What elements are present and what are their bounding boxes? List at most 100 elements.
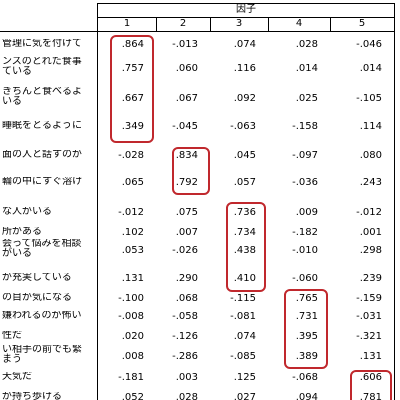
loading-cell: .094 xyxy=(295,392,318,400)
loading-cell: .114 xyxy=(359,121,382,132)
loading-cell: .765 xyxy=(295,293,318,304)
highlight-factor-1 xyxy=(110,35,154,143)
loading-cell: -.159 xyxy=(356,293,382,304)
loading-cell: -.058 xyxy=(172,311,198,322)
row-label-text: 嫌われるのが怖い xyxy=(2,311,82,321)
loading-cell: -.158 xyxy=(292,121,318,132)
loading-cell: .731 xyxy=(295,311,318,322)
loading-cell: .009 xyxy=(295,207,318,218)
column-divider xyxy=(210,17,211,31)
loading-cell: .020 xyxy=(121,331,144,342)
row-label-text: な人がいる xyxy=(2,207,52,217)
column-header-1: 1 xyxy=(123,18,131,29)
loading-cell: -.081 xyxy=(230,311,256,322)
loading-cell: .243 xyxy=(359,177,382,188)
loading-cell: .080 xyxy=(359,150,382,161)
row-label-text-line2: ている xyxy=(2,66,32,77)
row-label-text: が充実している xyxy=(2,273,72,283)
loading-cell: .052 xyxy=(121,392,144,400)
row-label-text-line2: まう xyxy=(2,354,22,365)
loading-cell: .074 xyxy=(233,331,256,342)
row-label: が充実している xyxy=(2,273,94,283)
row-label: の目が気になる xyxy=(2,293,94,303)
loading-cell: .014 xyxy=(359,63,382,74)
row-label-text: の目が気になる xyxy=(2,293,72,303)
row-label-text: 睡眠をとるように xyxy=(2,121,82,131)
highlight-factor-3 xyxy=(226,202,266,292)
loading-cell: .007 xyxy=(175,227,198,238)
loading-cell: -.126 xyxy=(172,331,198,342)
stub-column-rule xyxy=(97,3,98,400)
loading-cell: .349 xyxy=(121,121,144,132)
loading-cell: -.100 xyxy=(118,293,144,304)
loading-cell: .131 xyxy=(121,273,144,284)
row-label-text: きちんと食べるよ xyxy=(2,87,82,97)
loading-cell: .298 xyxy=(359,245,382,256)
column-header-5: 5 xyxy=(358,18,366,29)
row-label: 輪の中にすぐ溶け xyxy=(2,177,94,187)
row-label: きちんと食べるよ いる xyxy=(2,87,94,107)
row-label-text: が持ち歩ける xyxy=(2,392,62,400)
loading-cell: .125 xyxy=(233,372,256,383)
column-divider xyxy=(156,17,157,31)
loading-cell: -.026 xyxy=(172,245,198,256)
loading-cell: .065 xyxy=(121,177,144,188)
row-label-text: い相手の前でも緊 xyxy=(2,345,82,355)
header-bottom-rule xyxy=(0,31,395,32)
loading-cell: .092 xyxy=(233,93,256,104)
row-label: 会って悩みを相談 がいる xyxy=(2,239,94,259)
row-label: 面の人と話すのが xyxy=(2,150,94,160)
loading-cell: -.060 xyxy=(292,273,318,284)
loading-cell: -.012 xyxy=(356,207,382,218)
loading-cell: .410 xyxy=(233,273,256,284)
highlight-factor-2 xyxy=(172,147,210,195)
row-label-text: 天気だ xyxy=(2,372,32,382)
loading-cell: -.036 xyxy=(292,177,318,188)
loading-cell: -.010 xyxy=(292,245,318,256)
loading-cell: -.063 xyxy=(230,121,256,132)
loading-cell: .102 xyxy=(121,227,144,238)
loading-cell: .075 xyxy=(175,207,198,218)
row-label: 天気だ xyxy=(2,372,94,382)
row-label-text-line2: がいる xyxy=(2,248,32,259)
row-label-text-line2: いる xyxy=(2,96,22,107)
column-divider xyxy=(268,17,269,31)
row-label-text: 管理に気を付けて xyxy=(2,39,82,49)
row-label-text: 会って悩みを相談 xyxy=(2,239,82,249)
row-label-text: 輪の中にすぐ溶け xyxy=(2,177,83,187)
loading-cell: .027 xyxy=(233,392,256,400)
loading-cell: .395 xyxy=(295,331,318,342)
row-label: ンスのとれた食事 ている xyxy=(2,57,94,77)
loading-cell: .438 xyxy=(233,245,256,256)
loading-cell: .028 xyxy=(175,392,198,400)
loading-cell: -.181 xyxy=(118,372,144,383)
loading-cell: .736 xyxy=(233,207,256,218)
highlight-factor-5 xyxy=(350,370,392,400)
row-label: 管理に気を付けて xyxy=(2,39,94,49)
loading-cell: .053 xyxy=(121,245,144,256)
loading-cell: .834 xyxy=(175,150,198,161)
loading-cell: .131 xyxy=(359,351,382,362)
header-top-rule xyxy=(98,3,395,4)
loading-cell: .074 xyxy=(233,39,256,50)
row-label-text: 面の人と話すのが xyxy=(2,150,82,160)
row-label: い相手の前でも緊 まう xyxy=(2,345,94,365)
loading-cell: -.045 xyxy=(172,121,198,132)
loading-cell: -.105 xyxy=(356,93,382,104)
loading-cell: .045 xyxy=(233,150,256,161)
loading-cell: .781 xyxy=(359,392,382,400)
factor-header: 因子 xyxy=(236,4,256,15)
loading-cell: -.028 xyxy=(118,150,144,161)
loading-cell: .606 xyxy=(359,372,382,383)
loading-cell: .864 xyxy=(121,39,144,50)
row-label: 嫌われるのが怖い xyxy=(2,311,94,321)
loading-cell: -.008 xyxy=(118,311,144,322)
loading-cell: -.013 xyxy=(172,39,198,50)
loading-cell: -.286 xyxy=(172,351,198,362)
loading-cell: -.012 xyxy=(118,207,144,218)
column-header-4: 4 xyxy=(295,18,303,29)
loading-cell: -.097 xyxy=(292,150,318,161)
right-table-rule xyxy=(394,3,395,400)
loading-cell: .057 xyxy=(233,177,256,188)
loading-cell: .060 xyxy=(175,63,198,74)
